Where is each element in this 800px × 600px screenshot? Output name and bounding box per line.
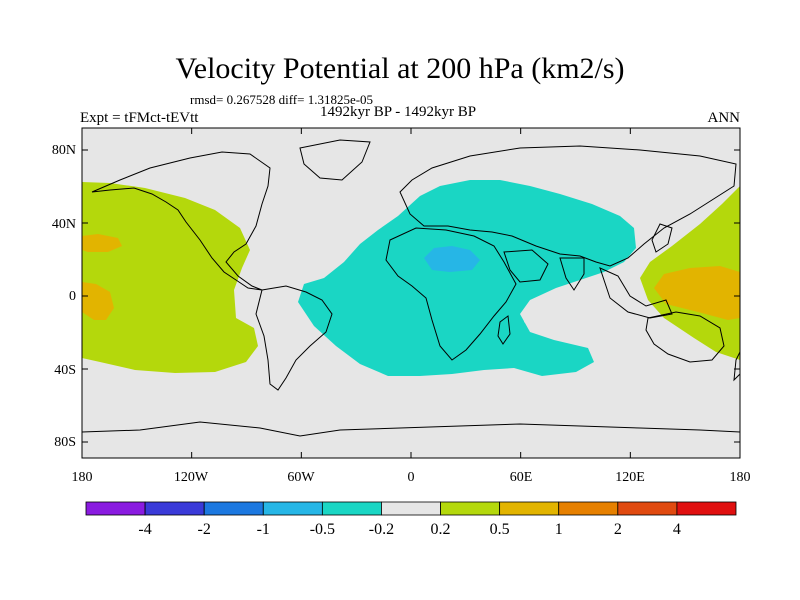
colorbar-label: -0.5: [310, 521, 335, 538]
lat-tick-label: 80S: [54, 435, 76, 450]
coast-south-america: [255, 285, 333, 391]
colorbar-label: 2: [614, 521, 622, 538]
negative-region-africa: [298, 180, 636, 376]
experiment-label: Expt = tFMct-tEVtt: [80, 110, 199, 126]
coast-india: [559, 257, 585, 291]
colorbar-swatch: [440, 501, 501, 516]
plot-title: Velocity Potential at 200 hPa (km2/s): [175, 52, 625, 85]
season-label: ANN: [707, 110, 741, 126]
axis-ticks: [81, 128, 741, 458]
period-label: 1492kyr BP - 1492kyr BP: [320, 104, 477, 120]
positive-core-west-b: [82, 282, 114, 320]
coast-antarctica: [82, 421, 740, 437]
lat-tick-label: 80N: [52, 143, 76, 158]
colorbar-label: -4: [138, 521, 151, 538]
colorbar-label: 1: [555, 521, 563, 538]
colorbar-label: 0.5: [490, 521, 510, 538]
coast-europe-asia: [399, 145, 737, 267]
colorbar-swatch: [85, 501, 146, 516]
colorbar-swatch: [558, 501, 619, 516]
colorbar-swatch: [144, 501, 205, 516]
colorbar-swatch: [321, 501, 382, 516]
colorbar-label: -2: [198, 521, 211, 538]
colorbar-swatch: [617, 501, 678, 516]
colorbar: -4 -2 -1 -0.5 -0.2 0.2 0.5 1 2 4: [85, 501, 737, 538]
lon-tick-label: 60E: [510, 470, 533, 485]
rmsd-diff-stats: rmsd= 0.267528 diff= 1.31825e-05: [190, 92, 374, 107]
coast-southeast-asia: [599, 267, 673, 319]
lon-tick-label: 180: [72, 470, 93, 485]
colorbar-swatch: [499, 501, 560, 516]
coastlines: [82, 139, 740, 437]
coast-north-america: [91, 151, 271, 291]
lon-tick-label: 180: [730, 470, 751, 485]
lat-tick-label: 40S: [54, 363, 76, 378]
positive-core-west-a: [82, 234, 122, 252]
lon-tick-label: 120W: [174, 470, 209, 485]
lat-tick-label: 0: [69, 289, 76, 304]
coast-new-zealand: [733, 351, 740, 382]
coast-africa: [385, 227, 517, 361]
lat-tick-label: 40N: [52, 217, 76, 232]
coast-madagascar: [497, 315, 511, 345]
coast-japan: [651, 223, 673, 253]
lon-tick-label: 60W: [287, 470, 315, 485]
lon-tick-label: 0: [408, 470, 415, 485]
colorbar-label: -0.2: [369, 521, 394, 538]
colorbar-swatch: [262, 501, 323, 516]
colorbar-swatch: [381, 501, 441, 516]
coast-arabia: [503, 249, 549, 283]
colorbar-label: -1: [257, 521, 270, 538]
colorbar-label: 0.2: [431, 521, 451, 538]
colorbar-swatch: [203, 501, 264, 516]
positive-region-west-pacific: [82, 182, 258, 373]
coast-australia: [645, 311, 725, 363]
coast-greenland: [299, 139, 371, 181]
positive-core-east: [654, 266, 740, 320]
lon-tick-label: 120E: [615, 470, 645, 485]
colorbar-swatch: [676, 501, 737, 516]
colorbar-label: 4: [673, 521, 681, 538]
negative-core-sahara: [424, 246, 480, 272]
indian-ocean-neutral-gap: [524, 298, 590, 330]
